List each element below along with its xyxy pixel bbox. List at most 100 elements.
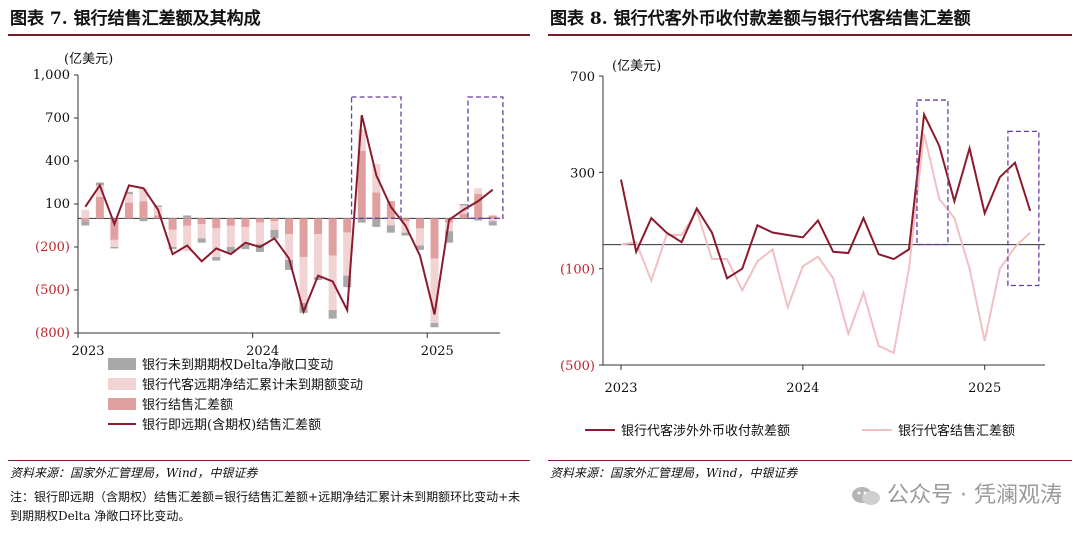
left-bar — [110, 247, 119, 249]
left-bar — [168, 247, 177, 250]
left-bar — [270, 229, 279, 239]
left-y-tick-label: (200) — [35, 240, 70, 255]
left-bar — [212, 228, 221, 258]
left-bar — [284, 234, 294, 260]
left-bar — [241, 218, 250, 227]
right-y-tick-label: (500) — [560, 359, 595, 374]
left-bar — [386, 218, 395, 226]
left-bar — [81, 218, 90, 222]
left-bar — [168, 229, 177, 247]
right-line-series — [620, 110, 1032, 280]
left-bar — [386, 225, 395, 233]
left-legend-swatch — [108, 398, 136, 410]
left-bar — [343, 275, 352, 288]
left-bar — [328, 218, 337, 256]
left-legend-label: 银行未到期期权Delta净敞口变动 — [142, 357, 333, 373]
left-bar — [241, 244, 250, 250]
left-bar — [255, 222, 264, 245]
left-legend-label: 银行代客远期净结汇累计未到期额变动 — [142, 377, 363, 393]
left-y-tick-label: 100 — [45, 197, 70, 212]
left-y-tick-label: (800) — [35, 326, 70, 341]
left-bar — [95, 196, 104, 219]
right-x-tick-label: 2023 — [604, 381, 637, 396]
left-bar — [139, 201, 148, 219]
left-x-tick-label: 2025 — [421, 344, 454, 359]
left-bar — [284, 218, 294, 235]
left-bar — [488, 218, 497, 222]
left-unit-label: (亿美元) — [64, 52, 113, 67]
left-chart-title: 图表 7. 银行结售汇差额及其构成 — [10, 9, 261, 29]
watermark: 公众号 · 凭澜观涛 — [851, 477, 1062, 509]
left-source-rule — [8, 460, 530, 461]
left-bar — [415, 218, 424, 229]
left-bar — [154, 215, 163, 219]
right-x-tick-label: 2024 — [786, 381, 819, 396]
right-chart-title: 图表 8. 银行代客外币收付款差额与银行代客结售汇差额 — [550, 9, 971, 29]
left-source: 资料来源：国家外汇管理局，Wind，中银证券 — [10, 466, 258, 480]
right-highlight-box — [1007, 130, 1040, 287]
left-bar — [81, 221, 90, 226]
left-bar — [197, 218, 206, 225]
left-line-series — [84, 114, 494, 315]
left-bar — [299, 218, 308, 258]
left-bar — [299, 257, 308, 303]
left-y-tick-label: 400 — [45, 154, 70, 169]
left-bar — [459, 214, 468, 219]
left-bar — [154, 205, 163, 207]
left-bar — [270, 221, 279, 230]
left-bar — [81, 209, 90, 219]
left-bar — [357, 129, 366, 151]
left-bar — [110, 218, 119, 240]
left-bar — [357, 218, 366, 223]
right-y-tick-label: 300 — [570, 166, 595, 181]
left-note: 注：银行即远期（含期权）结售汇差额=银行结售汇差额+远期净结汇累计未到期额环比变… — [10, 490, 521, 523]
right-y-tick-label: (100) — [560, 263, 595, 278]
left-bar — [124, 193, 133, 203]
left-title-rule — [8, 34, 530, 36]
right-title-rule — [548, 34, 1072, 36]
left-bar — [168, 218, 177, 230]
left-bar — [270, 218, 279, 222]
left-legend-label: 银行即远期(含期权)结售汇差额 — [142, 417, 321, 433]
left-bar — [314, 277, 323, 280]
right-legend-label: 银行代客结售汇差额 — [898, 423, 1015, 439]
right-unit-label: (亿美元) — [612, 59, 661, 74]
left-bar — [474, 188, 483, 194]
left-bar — [386, 201, 395, 219]
left-y-tick-label: (500) — [35, 283, 70, 298]
right-y-tick-label: 700 — [570, 70, 595, 85]
left-bar — [226, 247, 235, 253]
left-highlight-box — [350, 96, 402, 219]
left-bar — [357, 150, 366, 219]
left-bar — [255, 244, 264, 253]
left-bar — [183, 225, 192, 252]
left-bar — [95, 185, 104, 197]
left-bar — [124, 191, 133, 194]
left-bar — [430, 218, 439, 259]
left-bar — [459, 204, 468, 206]
watermark-text: 公众号 · 凭澜观涛 — [887, 483, 1062, 508]
right-source: 资料来源：国家外汇管理局，Wind，中银证券 — [550, 466, 798, 480]
left-bar — [445, 222, 454, 232]
left-bar — [212, 257, 221, 261]
left-bar — [197, 238, 206, 243]
left-legend-label: 银行结售汇差额 — [142, 397, 233, 413]
left-bar — [139, 218, 148, 222]
left-bar — [488, 215, 497, 219]
left-bar — [474, 193, 483, 219]
left-bar — [372, 192, 381, 219]
left-bar — [197, 224, 206, 239]
left-bar — [401, 218, 410, 222]
left-bar — [328, 310, 337, 319]
left-bar — [110, 239, 119, 247]
left-chart: (亿美元)1,000 700 400 100 (200) (500) (800)2023 20… — [33, 52, 504, 433]
left-legend-swatch — [108, 378, 136, 390]
left-bar — [314, 218, 323, 235]
wechat-icon — [852, 487, 881, 505]
left-bar — [372, 218, 381, 227]
left-bar — [372, 163, 381, 193]
left-bar — [124, 202, 133, 219]
left-bar — [183, 215, 192, 219]
left-bar — [226, 218, 235, 226]
right-x-tick-label: 2025 — [968, 381, 1001, 396]
